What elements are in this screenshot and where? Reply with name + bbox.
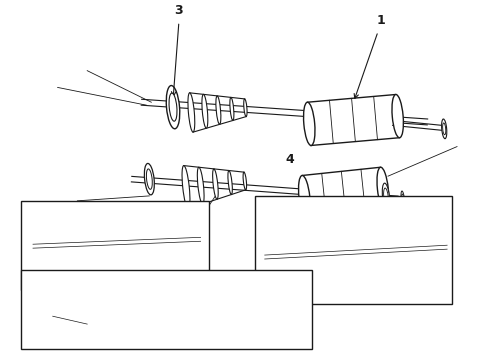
Ellipse shape xyxy=(57,241,59,249)
Ellipse shape xyxy=(133,221,145,264)
Ellipse shape xyxy=(335,201,352,260)
Ellipse shape xyxy=(166,86,180,129)
Text: 1: 1 xyxy=(377,14,386,27)
Ellipse shape xyxy=(350,238,357,273)
Ellipse shape xyxy=(182,166,190,209)
Ellipse shape xyxy=(382,183,390,211)
Ellipse shape xyxy=(122,230,126,249)
Ellipse shape xyxy=(72,329,83,331)
Ellipse shape xyxy=(82,329,98,333)
Ellipse shape xyxy=(202,94,208,128)
Ellipse shape xyxy=(427,253,428,260)
Ellipse shape xyxy=(56,238,59,252)
Ellipse shape xyxy=(135,231,138,245)
Ellipse shape xyxy=(147,169,152,189)
Bar xyxy=(255,196,452,304)
Ellipse shape xyxy=(401,191,405,207)
Ellipse shape xyxy=(84,227,91,262)
Ellipse shape xyxy=(71,238,74,250)
Ellipse shape xyxy=(97,329,137,339)
Polygon shape xyxy=(136,213,196,264)
Ellipse shape xyxy=(442,123,446,135)
Ellipse shape xyxy=(377,167,389,210)
Polygon shape xyxy=(302,167,385,219)
Ellipse shape xyxy=(197,167,204,204)
Text: 2: 2 xyxy=(172,336,180,349)
Ellipse shape xyxy=(84,292,90,327)
Ellipse shape xyxy=(101,294,106,322)
Ellipse shape xyxy=(104,331,130,337)
Text: 6: 6 xyxy=(423,291,432,304)
Ellipse shape xyxy=(244,99,247,117)
Text: 4: 4 xyxy=(285,153,294,166)
Ellipse shape xyxy=(384,240,389,262)
Ellipse shape xyxy=(412,251,414,259)
Ellipse shape xyxy=(411,248,415,262)
Ellipse shape xyxy=(145,163,154,195)
Bar xyxy=(21,270,312,349)
Ellipse shape xyxy=(384,188,389,206)
Ellipse shape xyxy=(426,250,429,262)
Ellipse shape xyxy=(97,228,103,258)
Ellipse shape xyxy=(135,298,138,312)
Ellipse shape xyxy=(109,229,114,253)
Ellipse shape xyxy=(441,119,447,139)
Bar xyxy=(21,201,209,289)
Polygon shape xyxy=(271,201,347,269)
Ellipse shape xyxy=(85,330,95,332)
Ellipse shape xyxy=(74,329,81,331)
Ellipse shape xyxy=(187,213,199,256)
Polygon shape xyxy=(307,94,399,145)
Ellipse shape xyxy=(230,98,234,121)
Ellipse shape xyxy=(392,94,403,138)
Ellipse shape xyxy=(228,171,232,194)
Ellipse shape xyxy=(118,296,122,317)
Text: 5: 5 xyxy=(33,201,42,214)
Ellipse shape xyxy=(213,169,218,199)
Ellipse shape xyxy=(169,93,177,121)
Ellipse shape xyxy=(267,211,283,270)
Ellipse shape xyxy=(401,241,404,256)
Ellipse shape xyxy=(243,172,246,190)
Ellipse shape xyxy=(188,93,195,132)
Text: 3: 3 xyxy=(174,4,183,17)
Ellipse shape xyxy=(298,175,310,219)
Ellipse shape xyxy=(72,241,74,248)
Ellipse shape xyxy=(402,194,404,204)
Ellipse shape xyxy=(367,239,373,267)
Ellipse shape xyxy=(303,102,315,145)
Ellipse shape xyxy=(216,96,221,124)
